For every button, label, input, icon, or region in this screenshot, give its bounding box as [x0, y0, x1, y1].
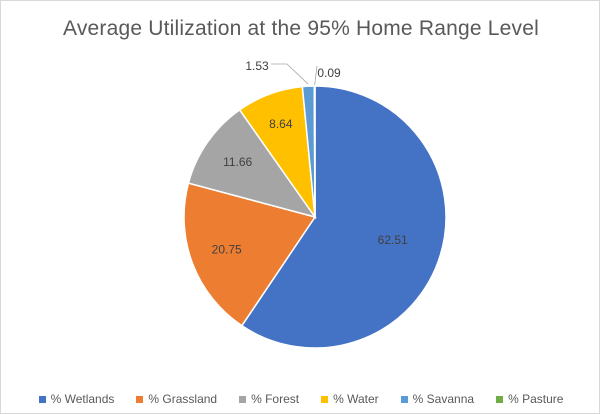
chart-title: Average Utilization at the 95% Home Rang… [63, 17, 539, 40]
data-label-wetlands: 62.51 [378, 233, 408, 247]
legend-swatch [400, 395, 408, 403]
legend-swatch [321, 395, 329, 403]
legend: % Wetlands % Grassland % Forest % Water % Sa… [1, 392, 600, 406]
pie-slice-wetlands [240, 85, 447, 349]
pie-chart: 62.51 20.75 11.66 8.64 1.53 0.09 [183, 59, 447, 349]
legend-item-pasture: % Pasture [496, 392, 563, 406]
legend-item-forest: % Forest [239, 392, 299, 406]
data-label-pasture: 0.09 [317, 66, 341, 80]
legend-label: % Grassland [148, 392, 218, 406]
legend-label: % Wetlands [50, 392, 115, 406]
legend-label: % Water [333, 392, 379, 406]
legend-swatch [38, 395, 46, 403]
legend-item-water: % Water [321, 392, 379, 406]
legend-label: % Forest [251, 392, 300, 406]
data-label-water: 8.64 [269, 117, 293, 131]
data-label-forest: 11.66 [223, 155, 252, 169]
leader-line-pasture [314, 65, 318, 86]
legend-swatch [496, 395, 504, 403]
pie-slice-pasture [313, 85, 316, 218]
legend-swatch [136, 395, 144, 403]
legend-swatch [239, 395, 247, 403]
legend-item-grassland: % Grassland [136, 392, 217, 406]
leader-line-savanna [271, 63, 309, 85]
data-label-grassland: 20.75 [212, 242, 242, 256]
pie-slice-grassland [183, 182, 317, 327]
legend-item-savanna: % Savanna [400, 392, 475, 406]
pie-slice-forest [187, 108, 317, 219]
data-label-savanna: 1.53 [245, 59, 269, 73]
legend-label: % Savanna [412, 392, 475, 406]
legend-item-wetlands: % Wetlands [38, 392, 115, 406]
legend-label: % Pasture [508, 392, 564, 406]
